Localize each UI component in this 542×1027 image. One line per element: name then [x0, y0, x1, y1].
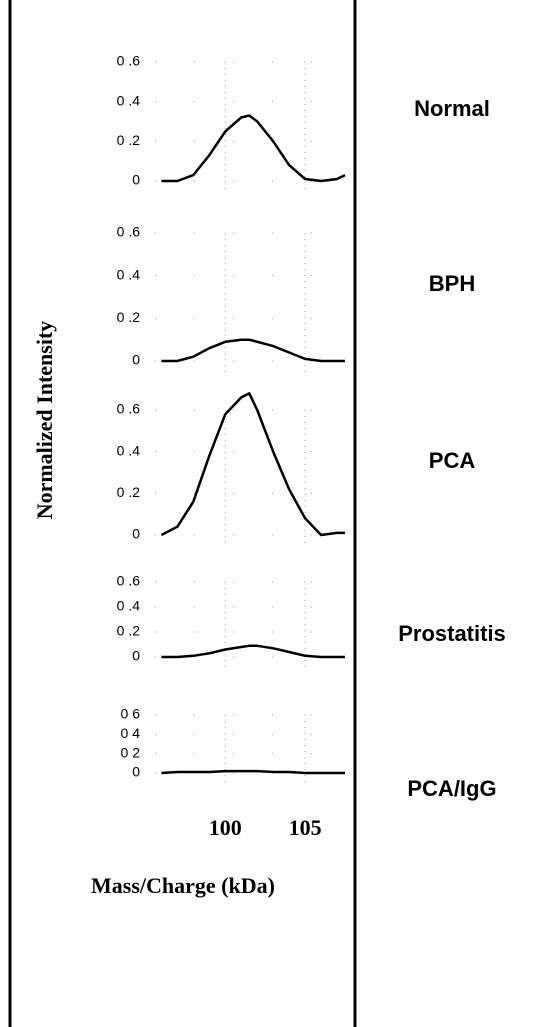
y-tick-label: 0 .6	[117, 224, 141, 240]
panel-label: Prostatitis	[398, 621, 506, 646]
y-tick-label: 0 .2	[117, 623, 141, 639]
y-tick-label: 0 .4	[117, 442, 141, 458]
y-tick-label: 0 .6	[117, 573, 141, 589]
panel-label: BPH	[429, 271, 475, 296]
y-tick-label: 0 .4	[117, 92, 141, 108]
data-line	[161, 338, 345, 363]
data-line	[160, 392, 345, 537]
panel-label: PCA	[429, 448, 476, 473]
y-tick-label: 0	[132, 526, 140, 542]
y-tick-label: 0 .2	[117, 309, 141, 325]
y-tick-label: 0 .2	[117, 132, 141, 148]
frame	[8, 0, 357, 1027]
x-tick-label: 105	[289, 815, 322, 840]
x-tick-label: 100	[209, 815, 242, 840]
y-tick-label: 0 4	[121, 725, 141, 741]
y-tick-label: 0	[132, 352, 140, 368]
y-tick-label: 0	[132, 648, 140, 664]
y-tick-label: 0 2	[121, 744, 141, 760]
y-tick-label: 0 .2	[117, 484, 141, 500]
x-axis-label: Mass/Charge (kDa)	[91, 873, 275, 898]
y-tick-label: 0 .6	[117, 401, 141, 417]
data-line	[161, 644, 345, 659]
y-axis-label: Normalized Intensity	[32, 321, 57, 520]
y-tick-label: 0	[132, 764, 140, 780]
y-tick-label: 0 6	[121, 706, 141, 722]
panel-label: Normal	[414, 96, 490, 121]
y-tick-label: 0 .4	[117, 266, 141, 282]
data-line	[161, 769, 345, 775]
y-tick-label: 0 .6	[117, 53, 141, 69]
y-tick-label: 0 .4	[117, 598, 141, 614]
panel-label: PCA/IgG	[407, 776, 496, 801]
data-line	[161, 114, 346, 183]
y-tick-label: 0	[132, 172, 140, 188]
